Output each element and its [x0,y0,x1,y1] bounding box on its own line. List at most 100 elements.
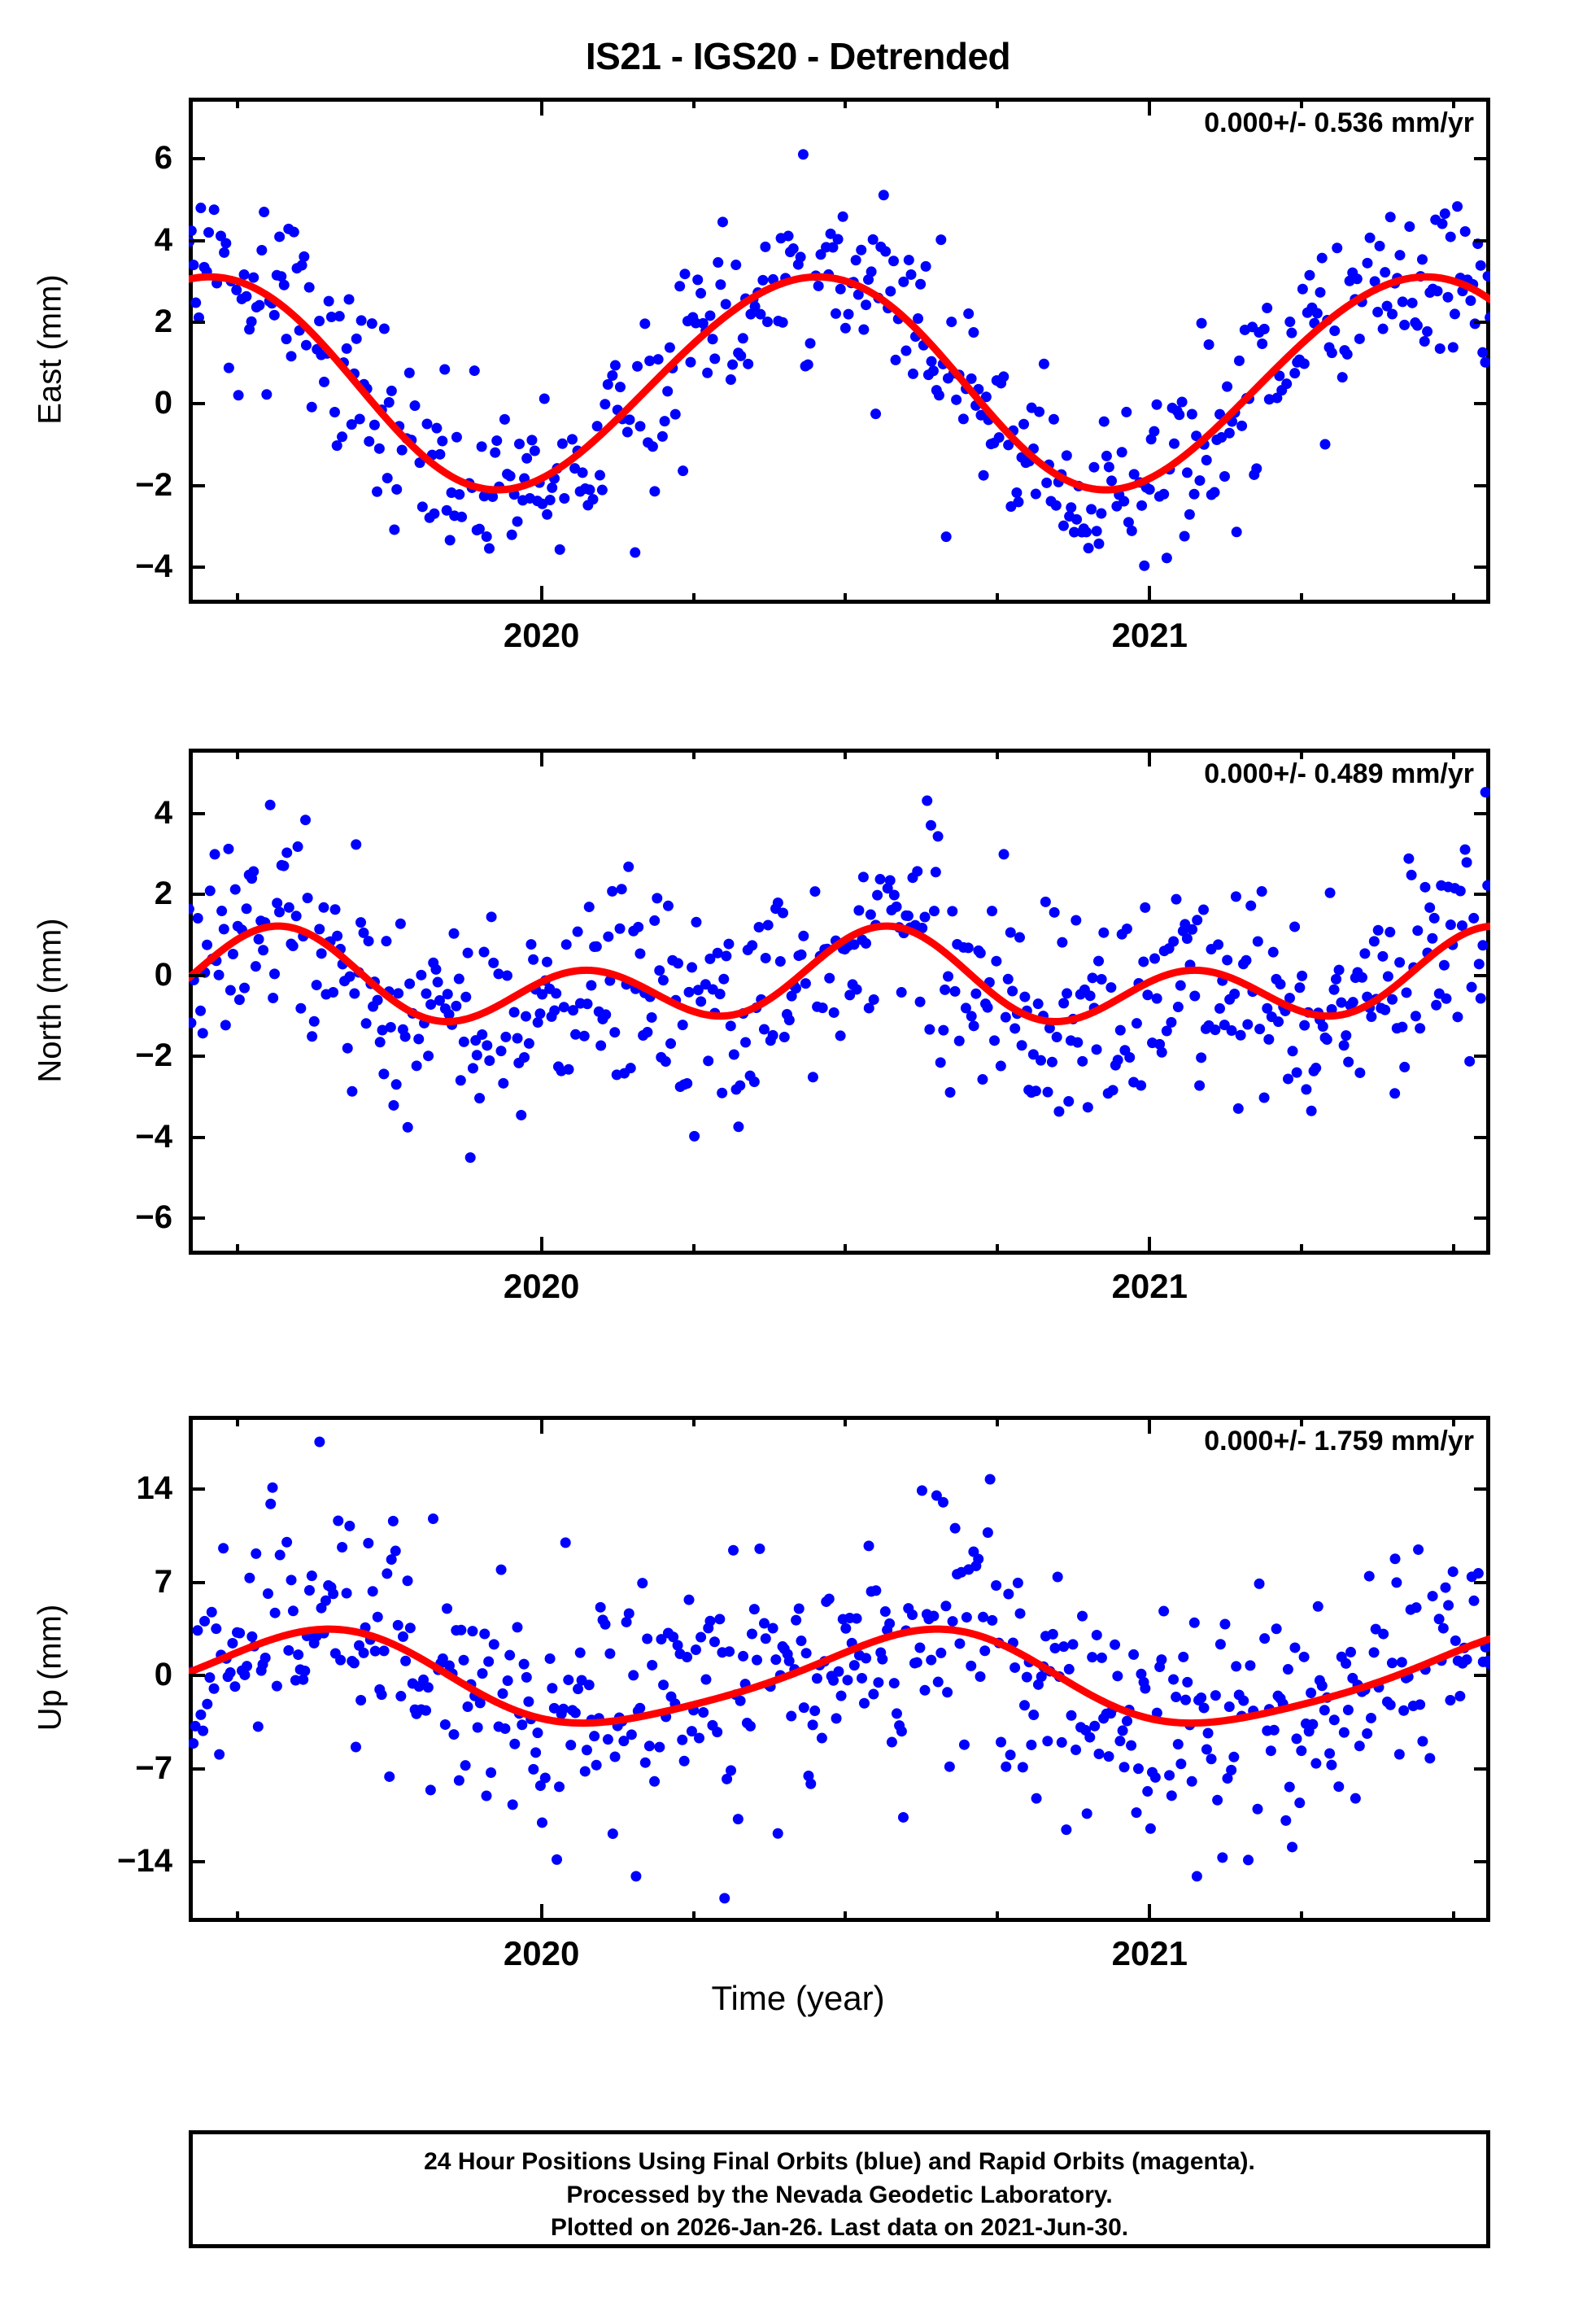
caption-box: 24 Hour Positions Using Final Orbits (bl… [189,2130,1490,2248]
ytick-mark [189,483,205,487]
xtick-mark-major [1148,1416,1152,1434]
ytick-label: 4 [154,794,172,831]
ytick-mark [1474,565,1490,569]
xtick-mark-major [1148,98,1152,116]
xtick-mark-minor [235,1911,239,1922]
ytick-mark [189,320,205,324]
ytick-mark [189,402,205,406]
ytick-mark [189,1767,205,1771]
ytick-mark [189,1055,205,1059]
ytick-label: 0 [154,956,172,993]
xtick-mark-minor [691,1244,696,1255]
ytick-mark [1474,893,1490,897]
ytick-mark [1474,1487,1490,1491]
ytick-mark [189,238,205,242]
rate-annotation: 0.000+/- 0.489 mm/yr [1204,758,1474,789]
ytick-mark [189,1860,205,1864]
xtick-mark-major [539,586,543,604]
ytick-mark [189,1135,205,1139]
xtick-mark-major [1148,1237,1152,1255]
xtick-mark-minor [844,98,848,108]
xtick-mark-minor [844,1911,848,1922]
ytick-mark [189,1580,205,1584]
xtick-mark-minor [1452,1416,1456,1426]
xtick-mark-minor [1300,1244,1304,1255]
page-title: IS21 - IGS20 - Detrended [585,35,1011,77]
ytick-mark [1474,483,1490,487]
ytick-label: 4 [154,221,172,258]
xtick-mark-minor [1300,593,1304,604]
caption-line-2: Processed by the Nevada Geodetic Laborat… [566,2181,1113,2208]
xtick-mark-minor [1452,98,1456,108]
rate-annotation: 0.000+/- 0.536 mm/yr [1204,107,1474,138]
xtick-mark-minor [1300,1416,1304,1426]
ytick-mark [1474,238,1490,242]
ytick-mark [189,811,205,815]
xtick-mark-minor [235,1244,239,1255]
ytick-label: −4 [135,548,172,584]
xtick-mark-minor [1300,749,1304,759]
ytick-mark [1474,1767,1490,1771]
ytick-label: 2 [154,876,172,912]
plot-data-layer [189,1436,1490,1904]
xtick-mark-major [1148,586,1152,604]
rate-annotation: 0.000+/- 1.759 mm/yr [1204,1426,1474,1457]
ytick-mark [189,1487,205,1491]
seasonal-fit-curve [189,1625,1490,1727]
scatter-points [189,1436,1490,1904]
xtick-mark-minor [691,593,696,604]
ytick-mark [1474,1674,1490,1678]
ytick-label: 0 [154,1657,172,1693]
panel-up [189,1416,1490,1922]
ytick-mark [1474,1580,1490,1584]
xtick-mark-minor [996,1244,1000,1255]
xtick-mark-major [1148,1904,1152,1922]
ytick-label: −7 [135,1749,172,1786]
xtick-mark-minor [235,98,239,108]
xtick-mark-minor [1452,593,1456,604]
ytick-mark [1474,402,1490,406]
ytick-mark [189,565,205,569]
xtick-label: 2021 [1111,1934,1188,1972]
ytick-mark [1474,973,1490,977]
ytick-label: −2 [135,466,172,503]
ytick-mark [189,893,205,897]
xtick-mark-major [1148,749,1152,766]
plot-data-layer [189,787,1490,1164]
xtick-mark-minor [691,1416,696,1426]
xtick-mark-major [539,1237,543,1255]
xtick-mark-minor [1300,1911,1304,1922]
xtick-mark-minor [691,1911,696,1922]
panel-east [189,98,1490,604]
ytick-label: 14 [136,1470,173,1507]
caption-line-1: 24 Hour Positions Using Final Orbits (bl… [424,2148,1255,2175]
seasonal-fit-curve [189,273,1490,494]
panel-north [189,749,1490,1255]
yaxis-title: Up (mm) [32,1604,68,1732]
xtick-mark-minor [1452,1911,1456,1922]
xtick-mark-minor [996,593,1000,604]
xtick-label: 2021 [1111,616,1188,654]
ytick-label: 7 [154,1563,172,1600]
ytick-mark [189,973,205,977]
xtick-mark-minor [996,1416,1000,1426]
xtick-mark-minor [235,1416,239,1426]
xtick-mark-minor [1452,749,1456,759]
scatter-points [189,787,1490,1164]
ytick-mark [1474,1860,1490,1864]
plot-frame [189,98,1490,604]
ytick-mark [1474,811,1490,815]
ytick-mark [189,157,205,161]
ytick-mark [1474,320,1490,324]
caption-line-3: Plotted on 2026-Jan-26. Last data on 202… [550,2214,1129,2241]
seasonal-fit-curve [189,922,1490,1025]
xtick-mark-major [539,1416,543,1434]
ytick-label: −4 [135,1118,172,1155]
ytick-label: 6 [154,140,172,177]
xtick-mark-major [539,1904,543,1922]
ytick-mark [1474,1135,1490,1139]
ytick-label: 2 [154,303,172,339]
xtick-mark-minor [996,749,1000,759]
xtick-mark-minor [996,1911,1000,1922]
ytick-label: −6 [135,1199,172,1236]
